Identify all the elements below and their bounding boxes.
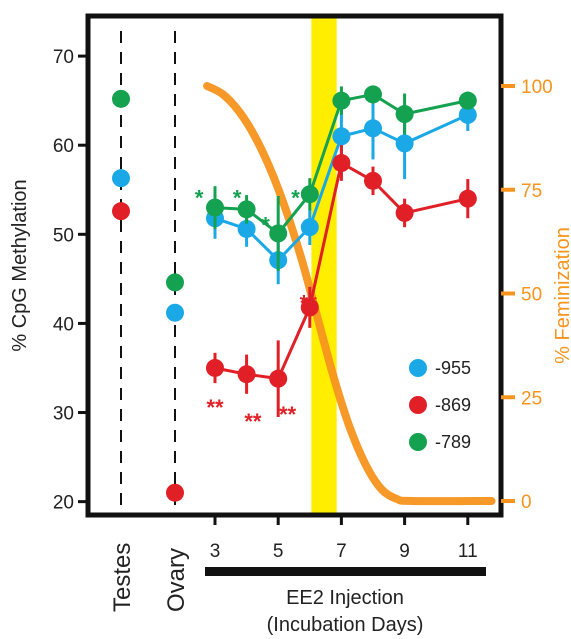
testes-point (112, 202, 130, 221)
significance-marker: ** (279, 402, 297, 427)
significance-marker: * (291, 186, 300, 211)
legend-marker--869 (409, 396, 427, 414)
data-point (458, 189, 477, 208)
right-axis-label: % Feminization (552, 227, 571, 364)
series--789 (112, 85, 477, 292)
left-tick-label: 40 (53, 314, 74, 335)
legend-label--869: -869 (435, 395, 471, 415)
significance-marker: ** (300, 291, 318, 316)
series-line--869 (214, 160, 469, 381)
injection-band (311, 16, 337, 515)
left-tick-label: 70 (53, 47, 74, 68)
data-point (458, 105, 477, 124)
data-point (395, 203, 414, 222)
data-point (269, 369, 288, 388)
incubation-days-label: (Incubation Days) (267, 614, 424, 636)
left-tick-label: 60 (53, 136, 74, 157)
significance-marker: * (195, 186, 204, 211)
axes-layer: 20 30 40 50 60 70 0 25 50 75 100 3 5 7 9 11 Testes Ovary E… (9, 13, 571, 636)
data-point (332, 127, 351, 146)
injection-band-layer (311, 16, 337, 515)
annotation-layer: * ********* ** (195, 186, 317, 435)
right-tick-label: 0 (521, 492, 532, 513)
legend: -955 -869 -789 (409, 358, 471, 452)
x-tick-label: 7 (336, 541, 347, 562)
category-dashed-lines (120, 31, 176, 515)
data-point (332, 91, 351, 110)
data-point (458, 91, 477, 110)
data-point (364, 171, 382, 190)
x-tick-label: 5 (273, 541, 284, 562)
left-axis-label: % CpG Methylation (9, 179, 31, 351)
data-point (237, 200, 256, 219)
data-point (395, 105, 414, 124)
significance-marker: * (261, 212, 270, 237)
testes-point (112, 89, 130, 108)
left-tick-label: 30 (53, 404, 74, 425)
x-tick-label: 3 (210, 541, 221, 562)
data-point (237, 219, 256, 238)
data-point (269, 224, 288, 243)
ee2-bracket (205, 567, 486, 576)
x-tick-label: 9 (399, 541, 410, 562)
significance-marker: ** (206, 395, 224, 420)
series--869 (112, 145, 477, 502)
x-tick-label: 11 (458, 541, 478, 562)
testes-label: Testes (109, 543, 136, 612)
data-point (300, 298, 319, 317)
data-point (237, 365, 256, 384)
data-point (206, 358, 224, 377)
right-tick-label: 100 (521, 77, 553, 98)
significance-marker: ** (244, 409, 262, 434)
data-point (332, 154, 351, 173)
data-point (364, 85, 382, 104)
series-layer (112, 85, 477, 502)
right-tick-label: 50 (521, 285, 542, 306)
legend-label--789: -789 (435, 432, 471, 452)
legend-label--955: -955 (435, 358, 471, 378)
ovary-point (166, 273, 184, 292)
testes-point (112, 169, 130, 188)
plot-frame (85, 13, 504, 518)
left-tick-label: 50 (53, 225, 74, 246)
data-point (300, 185, 319, 204)
right-tick-label: 75 (521, 181, 542, 202)
feminization-layer (203, 82, 496, 506)
data-point (395, 134, 414, 153)
ovary-label: Ovary (163, 548, 190, 612)
right-tick-label: 25 (521, 388, 542, 409)
significance-marker: * (233, 186, 242, 211)
data-point (364, 119, 382, 138)
legend-marker--789 (409, 433, 427, 451)
ee2-label: EE2 Injection (286, 587, 404, 609)
data-point (206, 198, 224, 217)
ovary-point (166, 483, 184, 502)
data-point (300, 218, 319, 237)
left-tick-label: 20 (53, 493, 74, 514)
feminization-curve (203, 82, 496, 506)
ovary-point (166, 303, 184, 322)
legend-marker--955 (409, 359, 427, 377)
